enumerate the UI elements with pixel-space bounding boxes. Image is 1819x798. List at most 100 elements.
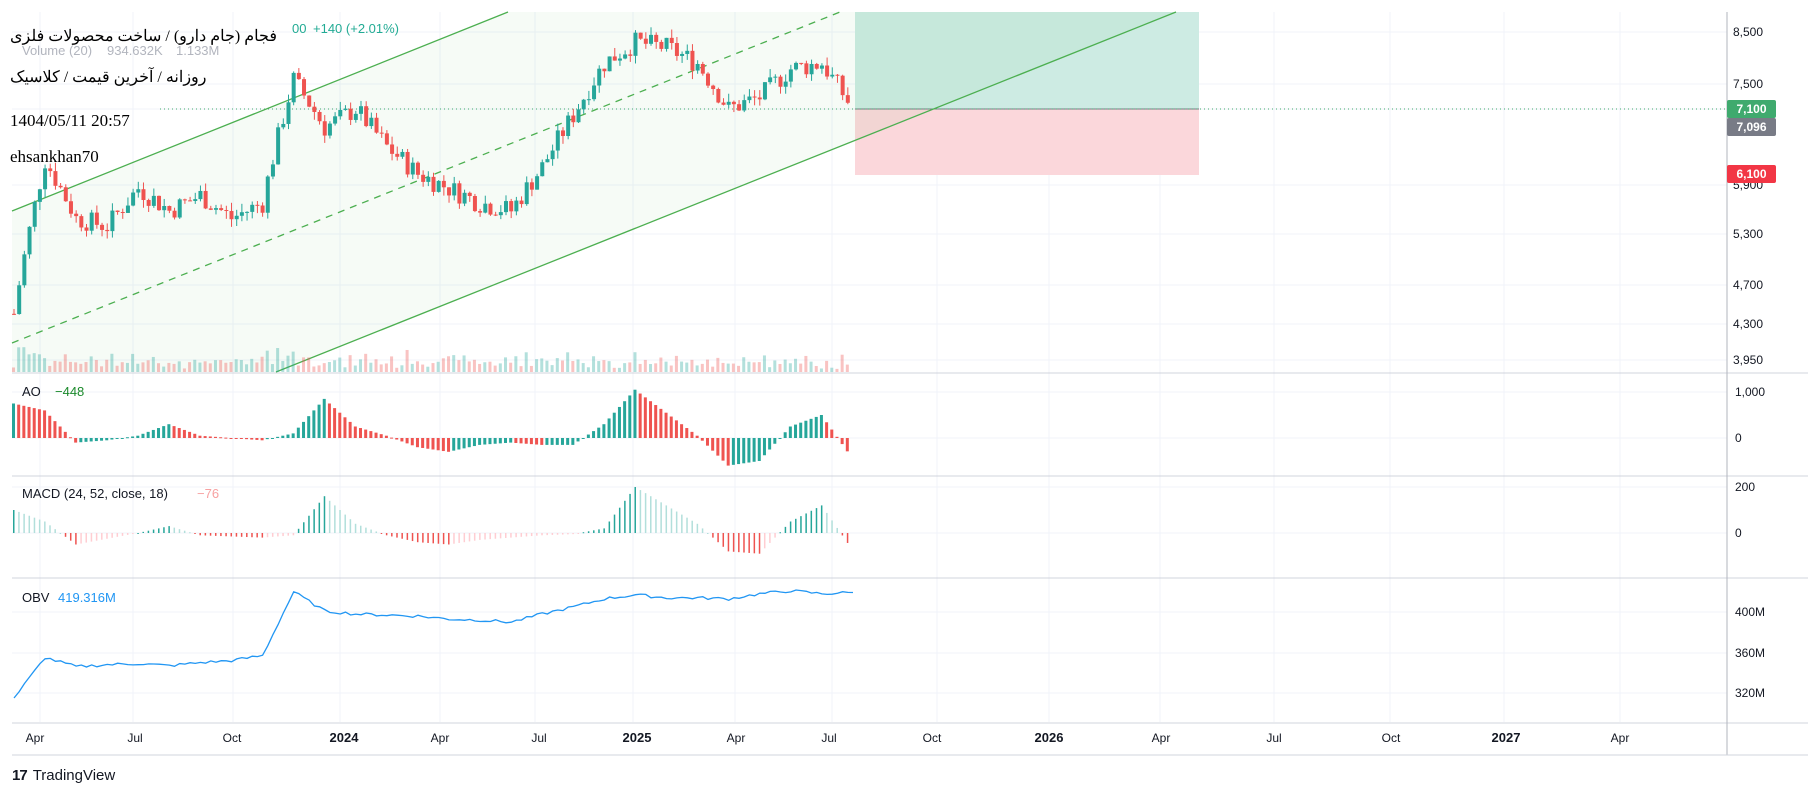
candle-body [638, 32, 643, 39]
macd-bar [732, 533, 735, 552]
volume-bar [89, 356, 93, 372]
macd-bar [396, 533, 398, 538]
candle-body [157, 195, 162, 211]
macd-bar [748, 533, 750, 553]
ao-bar [421, 438, 425, 448]
ao-bar [628, 395, 632, 438]
candle-body [27, 226, 32, 255]
volume-bar [452, 355, 456, 372]
ao-bar [260, 438, 264, 441]
ao-bar [110, 438, 114, 440]
volume-bar [63, 354, 67, 372]
candle-body [94, 212, 99, 225]
candle-body [245, 211, 250, 213]
macd-bar [442, 533, 445, 545]
volume-bar [545, 360, 549, 372]
ao-bar [410, 438, 414, 446]
ao-bar [136, 435, 140, 438]
volume-bar [353, 365, 357, 372]
candle-body [213, 208, 218, 210]
volume-bar [628, 362, 632, 372]
macd-bar [277, 533, 279, 537]
ao-bar [43, 410, 47, 438]
macd-bar [199, 533, 201, 536]
volume-label[interactable]: Volume (20) [22, 43, 93, 58]
datetime-label: 1404/05/11 20:57 [10, 111, 130, 130]
volume-bar [597, 361, 601, 372]
macd-bar [453, 533, 455, 544]
volume-bar [721, 362, 725, 372]
volume-bar [17, 347, 21, 372]
macd-label[interactable]: MACD (24, 52, close, 18) [22, 486, 168, 501]
macd-bar [194, 533, 196, 534]
candle-body [369, 117, 374, 127]
volume-bar [773, 360, 777, 372]
macd-bar [18, 511, 20, 533]
volume-bar [716, 357, 720, 372]
candle-body [467, 192, 472, 197]
macd-bar [204, 533, 207, 536]
volume-bar [431, 363, 435, 372]
candle-body [783, 81, 788, 87]
candle-body [167, 206, 172, 211]
candle-body [623, 54, 628, 59]
macd-bar [831, 520, 833, 533]
volume-bar [514, 356, 518, 372]
volume-bars [12, 347, 849, 372]
macd-bar [38, 519, 41, 533]
candle-body [219, 208, 224, 211]
trend-channel [11, 11, 1177, 373]
volume-bar [845, 364, 849, 372]
volume-bar [415, 361, 419, 372]
ao-histogram [12, 389, 849, 466]
macd-bar [701, 528, 704, 533]
volume-bar [270, 364, 274, 372]
candle-body [529, 182, 534, 190]
volume-bar [814, 366, 818, 372]
macd-bar [230, 533, 233, 537]
macd-bar [489, 533, 491, 540]
macd-bar [28, 515, 31, 533]
candle-body [825, 65, 830, 77]
candle-body [12, 313, 16, 315]
candle-body [364, 106, 369, 127]
ao-bar [685, 428, 689, 438]
volume-bar [177, 361, 181, 372]
tradingview-brand[interactable]: 17 TradingView [12, 767, 115, 784]
ao-bar [245, 438, 249, 440]
candle-body [731, 101, 736, 105]
volume-bar [224, 362, 228, 372]
ao-bar [172, 426, 176, 438]
ao-bar [100, 438, 104, 441]
candle-body [680, 53, 685, 56]
volume-bar [742, 357, 746, 372]
macd-tick-label: 200 [1735, 480, 1755, 494]
volume-bar [654, 363, 658, 372]
candle-body [172, 210, 177, 218]
macd-bar [292, 533, 295, 536]
candle-body [100, 224, 105, 230]
macd-bar [598, 529, 600, 533]
volume-bar [788, 363, 792, 372]
ao-bar [353, 426, 357, 438]
ao-label[interactable]: AO [22, 384, 41, 399]
volume-bar [695, 365, 699, 372]
ao-bar [89, 438, 93, 442]
macd-bar [805, 513, 807, 533]
candle-body [462, 192, 467, 204]
candle-body [307, 95, 312, 107]
volume-bar [12, 367, 15, 372]
ao-bar [700, 438, 704, 441]
ao-bar [540, 438, 544, 445]
ao-bar [773, 438, 777, 444]
ao-bar [369, 431, 373, 438]
ao-bar [307, 416, 311, 438]
volume-bar [208, 363, 212, 372]
macd-bar [370, 529, 372, 533]
candle-body [379, 132, 384, 134]
obv-label[interactable]: OBV [22, 590, 50, 605]
macd-bar [59, 533, 62, 534]
candle-body [400, 151, 405, 157]
candle-body [415, 162, 420, 175]
